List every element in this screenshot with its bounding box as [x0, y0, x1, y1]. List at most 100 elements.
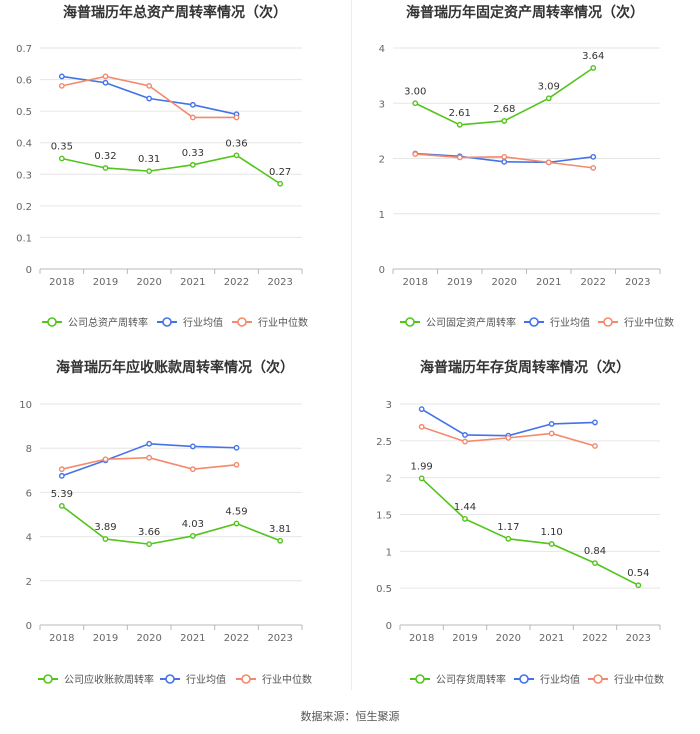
legend-marker [43, 674, 53, 684]
data-label: 0.32 [94, 151, 116, 162]
x-tick-label: 2020 [496, 633, 521, 644]
data-label: 3.09 [538, 81, 560, 92]
data-label: 1.17 [497, 522, 519, 533]
data-point-avg [58, 472, 65, 479]
y-tick-label: 0.3 [16, 170, 32, 181]
data-point-median [233, 114, 240, 121]
data-point-median [189, 114, 196, 121]
legend-label: 公司存货周转率 [436, 673, 506, 686]
legend-marker [47, 317, 57, 327]
chart-2: 海普瑞历年固定资产周转率情况（次） 0 1 2 3 4 2018 2019 2020 2021 20… [379, 4, 674, 329]
data-label: 1.99 [411, 461, 433, 472]
y-tick-label: 0.2 [16, 202, 32, 213]
x-tick-label: 2021 [536, 277, 561, 288]
data-label: 3.64 [582, 51, 604, 62]
legend-marker [165, 674, 175, 684]
data-point-avg [462, 432, 468, 438]
data-point-median [505, 434, 512, 441]
data-point-median [58, 82, 65, 89]
series-line-avg [61, 75, 237, 116]
data-point-company [146, 168, 153, 175]
data-point-median [102, 73, 109, 80]
data-point-median [418, 423, 425, 430]
legend-marker [405, 317, 415, 327]
y-tick-label: 0 [26, 621, 32, 632]
data-point-company [592, 560, 598, 567]
x-tick-label: 2018 [49, 277, 74, 288]
data-label: 0.54 [627, 568, 649, 579]
chart-1: 海普瑞历年总资产周转率情况（次） 0 0.1 0.2 0.3 0.4 0.5 0.6 0.7 20… [16, 4, 308, 329]
data-label: 4.03 [182, 519, 204, 530]
data-point-company [590, 64, 597, 71]
data-label: 3.66 [138, 527, 160, 538]
data-point-company [545, 95, 552, 102]
series-line-company [421, 477, 639, 586]
chart-title: 海普瑞历年固定资产周转率情况（次） [406, 4, 644, 21]
y-tick-label: 0.5 [376, 584, 392, 595]
y-tick-label: 1.5 [376, 511, 392, 522]
legend-marker [415, 674, 425, 684]
data-label: 1.44 [454, 502, 476, 513]
data-point-company [102, 165, 109, 171]
data-point-company [548, 541, 555, 547]
y-tick-label: 8 [26, 444, 32, 455]
x-tick-label: 2021 [539, 633, 564, 644]
data-point-avg [58, 73, 65, 80]
y-tick-label: 4 [379, 44, 385, 55]
x-tick-label: 2021 [180, 277, 205, 288]
x-tick-label: 2018 [403, 277, 428, 288]
data-point-median [548, 430, 555, 437]
data-point-median [592, 443, 598, 449]
x-tick-label: 2023 [267, 633, 292, 644]
data-point-company [233, 152, 240, 159]
data-point-avg [146, 95, 153, 102]
data-point-company [58, 502, 65, 509]
data-label: 0.31 [138, 154, 160, 165]
legend-label: 公司总资产周转率 [68, 316, 148, 329]
data-point-company [412, 100, 419, 107]
data-point-median [462, 438, 468, 445]
legend-label: 行业中位数 [258, 316, 308, 329]
data-point-company [635, 582, 642, 589]
data-point-median [412, 151, 419, 157]
data-label: 1.10 [541, 527, 563, 538]
data-label: 3.89 [94, 522, 116, 533]
x-tick-label: 2019 [452, 633, 477, 644]
data-point-company [233, 520, 240, 527]
legend-label: 行业中位数 [262, 673, 312, 686]
data-point-median [189, 466, 196, 473]
data-label: 2.68 [493, 104, 515, 115]
legend-label: 行业均值 [183, 316, 223, 329]
data-point-median [456, 154, 463, 161]
data-label: 0.27 [269, 167, 291, 178]
x-tick-label: 2022 [224, 633, 249, 644]
y-tick-label: 2 [379, 155, 385, 166]
data-point-company [189, 161, 196, 168]
data-point-company [456, 121, 463, 128]
data-point-avg [233, 444, 240, 451]
legend-marker [162, 317, 172, 327]
x-tick-label: 2018 [409, 633, 434, 644]
chart-3: 海普瑞历年应收账款周转率情况（次） 0 2 4 6 8 10 2018 2019 2020 2021… [19, 359, 312, 686]
data-point-median [501, 153, 508, 160]
legend-marker [593, 674, 603, 684]
y-tick-label: 0.7 [16, 44, 32, 55]
data-point-avg [189, 443, 196, 450]
data-label: 5.39 [51, 489, 73, 500]
y-tick-label: 1 [386, 547, 392, 558]
data-point-avg [102, 79, 109, 86]
data-point-company [418, 475, 425, 482]
data-point-avg [590, 153, 597, 160]
series-line-company [61, 154, 281, 185]
y-tick-label: 0.1 [16, 233, 32, 244]
y-tick-label: 6 [26, 488, 32, 499]
y-tick-label: 2 [386, 474, 392, 485]
y-tick-label: 0 [379, 265, 385, 276]
data-label: 0.35 [51, 142, 73, 153]
x-tick-label: 2021 [180, 633, 205, 644]
legend-label: 行业均值 [186, 673, 226, 686]
legend-label: 行业中位数 [614, 673, 664, 686]
legend-label: 行业均值 [540, 673, 580, 686]
y-tick-label: 3 [379, 99, 385, 110]
y-tick-label: 0.5 [16, 107, 32, 118]
